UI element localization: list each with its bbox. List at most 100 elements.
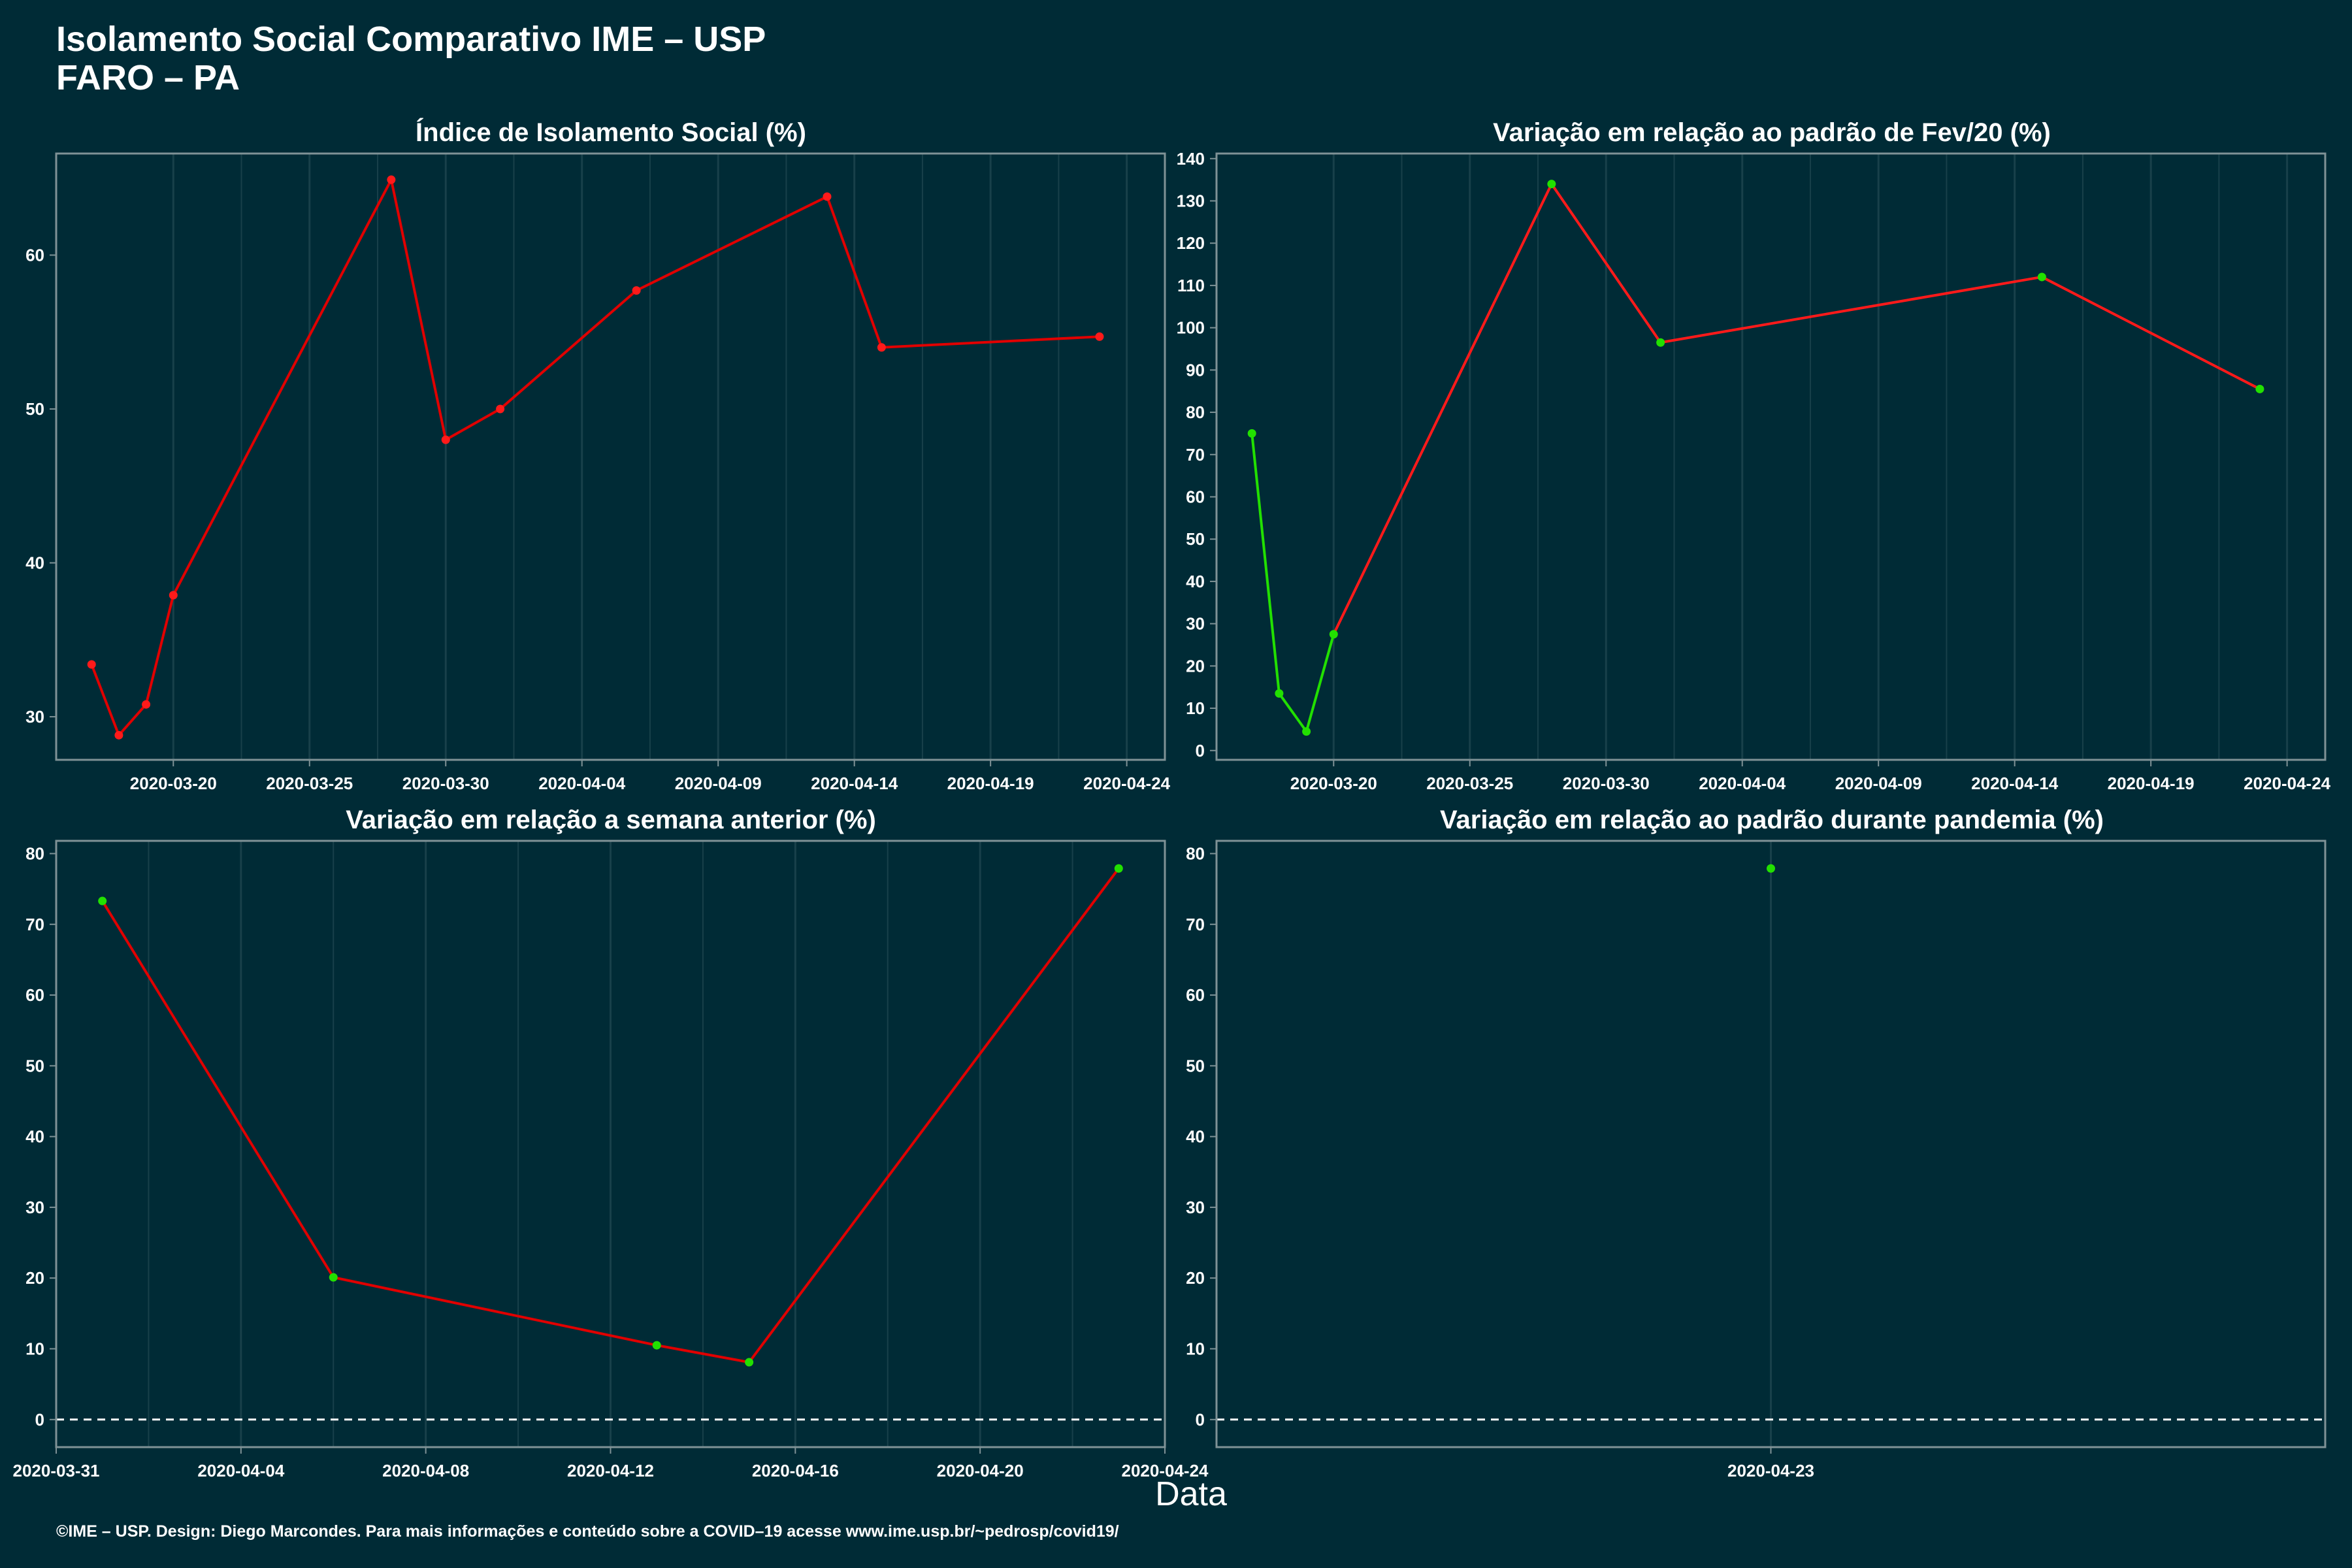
series-segment: [389, 179, 448, 440]
series-segment: [656, 1344, 749, 1364]
data-point: [1329, 630, 1338, 639]
series-segment: [499, 289, 638, 410]
x-tick-label: 2020-04-24: [2244, 774, 2331, 793]
x-tick-label: 2020-04-16: [752, 1461, 839, 1480]
y-tick-label: 90: [1186, 360, 1205, 380]
data-point: [632, 286, 641, 295]
y-tick-label: 70: [25, 915, 44, 934]
x-tick-label: 2020-03-31: [13, 1461, 100, 1480]
y-tick-label: 0: [35, 1410, 44, 1429]
series-segment: [1250, 433, 1281, 694]
x-tick-label: 2020-04-12: [567, 1461, 654, 1480]
series-segment: [172, 179, 393, 596]
y-tick-label: 60: [25, 985, 44, 1005]
series-segment: [1660, 275, 2042, 344]
panel-title-isolamento-indice: Índice de Isolamento Social (%): [416, 118, 806, 147]
y-tick-label: 80: [1186, 843, 1205, 863]
data-point: [652, 1341, 661, 1350]
x-tick-label: 2020-04-08: [382, 1461, 469, 1480]
y-tick-label: 110: [1177, 276, 1205, 295]
data-point: [877, 343, 886, 352]
y-tick-label: 50: [1186, 1056, 1205, 1075]
panel-variacao-semana-anterior: Variação em relação a semana anterior (%…: [13, 806, 1209, 1480]
x-tick-label: 2020-04-24: [1122, 1461, 1209, 1480]
data-point: [1114, 864, 1123, 873]
y-tick-label: 80: [25, 843, 44, 863]
x-tick-label: 2020-03-20: [130, 774, 217, 793]
x-tick-label: 2020-04-04: [1699, 774, 1786, 793]
y-tick-label: 20: [25, 1268, 44, 1288]
y-tick-label: 10: [25, 1339, 44, 1358]
data-point: [169, 591, 178, 600]
x-tick-label: 2020-03-20: [1290, 774, 1377, 793]
y-tick-label: 60: [25, 245, 44, 265]
panel-isolamento-indice: Índice de Isolamento Social (%) 2020-03-…: [25, 118, 1171, 793]
y-tick-label: 30: [25, 1198, 44, 1217]
series-segment: [881, 335, 1100, 349]
x-tick-label: 2020-03-25: [1426, 774, 1513, 793]
y-tick-label: 140: [1177, 149, 1205, 169]
panel-title-variacao-fev20: Variação em relação ao padrão de Fev/20 …: [1493, 118, 2051, 147]
y-tick-label: 10: [1186, 1339, 1205, 1358]
series-segment: [636, 195, 828, 292]
data-point: [496, 404, 505, 414]
y-tick-label: 60: [1186, 487, 1205, 506]
series-segment: [1550, 183, 1662, 344]
data-point: [2037, 272, 2046, 282]
data-point: [441, 435, 450, 444]
main-subtitle: FARO – PA: [56, 58, 240, 97]
x-tick-label: 2020-04-14: [811, 774, 898, 793]
panel-title-variacao-semana-anterior: Variação em relação a semana anterior (%…: [346, 806, 876, 834]
panel-title-variacao-pandemia: Variação em relação ao padrão durante pa…: [1440, 806, 2104, 834]
data-point: [1275, 689, 1284, 698]
x-axis-label: Data: [1155, 1475, 1227, 1513]
panel-border: [55, 840, 1166, 1448]
series-segment: [118, 703, 148, 736]
panel-border: [1215, 840, 2327, 1448]
x-tick-label: 2020-04-09: [1835, 774, 1922, 793]
y-tick-label: 30: [1186, 614, 1205, 634]
series-segment: [333, 1276, 657, 1347]
y-tick-label: 40: [1186, 572, 1205, 591]
series-segment: [445, 408, 501, 441]
data-point: [114, 730, 123, 740]
y-tick-label: 50: [25, 1056, 44, 1075]
y-tick-label: 40: [1186, 1127, 1205, 1147]
data-point: [1095, 332, 1104, 341]
y-tick-label: 50: [1186, 529, 1205, 549]
series-segment: [1278, 693, 1308, 732]
data-point: [745, 1358, 754, 1367]
y-tick-label: 20: [1186, 656, 1205, 676]
x-tick-label: 2020-04-24: [1083, 774, 1171, 793]
panel-border: [55, 152, 1166, 761]
panel-variacao-pandemia: Variação em relação ao padrão durante pa…: [1186, 806, 2327, 1480]
y-tick-label: 60: [1186, 985, 1205, 1005]
y-tick-label: 20: [1186, 1268, 1205, 1288]
data-point: [1302, 727, 1311, 736]
y-tick-label: 70: [1186, 915, 1205, 934]
x-tick-label: 2020-04-20: [937, 1461, 1024, 1480]
caption: ©IME – USP. Design: Diego Marcondes. Par…: [56, 1522, 1119, 1541]
y-tick-label: 130: [1177, 191, 1205, 210]
y-tick-label: 30: [25, 707, 44, 727]
y-tick-label: 40: [25, 553, 44, 573]
data-point: [387, 175, 396, 184]
y-tick-label: 100: [1177, 318, 1205, 338]
series-segment: [144, 595, 175, 705]
data-point: [1247, 429, 1256, 438]
y-tick-label: 30: [1186, 1198, 1205, 1217]
data-point: [98, 896, 107, 906]
x-tick-label: 2020-04-19: [947, 774, 1034, 793]
y-tick-label: 50: [25, 399, 44, 419]
series-segment: [1305, 634, 1335, 732]
y-tick-label: 40: [25, 1127, 44, 1147]
panel-variacao-fev20: Variação em relação ao padrão de Fev/20 …: [1177, 118, 2331, 793]
y-tick-label: 10: [1186, 698, 1205, 718]
y-tick-label: 0: [1196, 741, 1205, 760]
y-tick-label: 80: [1186, 402, 1205, 422]
x-tick-label: 2020-04-19: [2108, 774, 2195, 793]
series-segment: [826, 196, 883, 348]
series-segment: [101, 900, 335, 1279]
